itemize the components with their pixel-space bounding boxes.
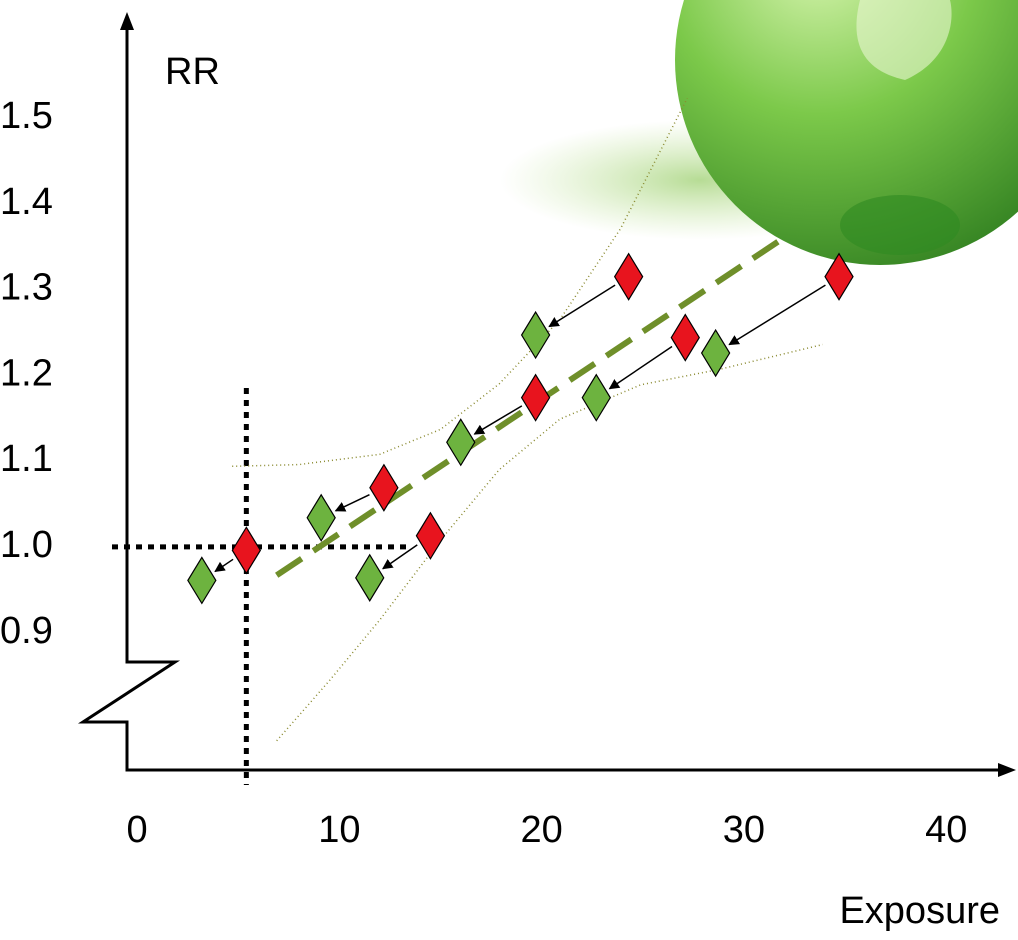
confidence-band [232,97,688,468]
diamond-marker [824,252,854,301]
y-axis-label: RR [165,51,220,93]
y-tick-label: 1.4 [0,181,53,223]
diamond-marker [670,313,700,362]
shift-arrow [548,284,616,328]
diamond-marker [187,556,217,605]
x-tick-label: 10 [318,809,360,851]
shift-arrow [334,493,370,512]
diamond-marker [446,418,476,467]
diamond-marker [613,252,644,301]
x-tick-label: 40 [925,809,967,851]
x-tick-label: 20 [521,809,563,851]
x-tick-label: 30 [723,809,765,851]
shift-arrow [473,405,523,435]
diamond-marker [700,328,731,378]
shift-arrow [382,544,418,570]
trend-line [275,239,780,578]
x-tick-label: 0 [127,809,148,851]
diamond-marker [369,463,399,512]
confidence-band [276,343,823,742]
shift-arrow [608,345,673,390]
y-tick-label: 0.9 [0,610,53,652]
shift-arrow [728,284,826,346]
diamond-marker [415,511,446,560]
axes [77,12,1016,777]
y-tick-label: 1.5 [0,95,53,137]
x-axis-label: Exposure [839,890,1000,932]
y-tick-label: 1.0 [0,524,53,566]
decoration [500,0,1018,265]
y-tick-label: 1.2 [0,352,53,394]
y-tick-label: 1.3 [0,267,53,309]
diamond-marker [520,310,551,360]
y-tick-label: 1.1 [0,438,53,480]
diamond-marker [520,373,551,422]
diamond-marker [355,553,385,602]
diamond-marker [581,373,611,422]
shift-arrow [214,558,234,573]
diamond-marker [306,493,336,542]
diamond-marker [231,526,262,575]
plot-area [112,97,854,785]
